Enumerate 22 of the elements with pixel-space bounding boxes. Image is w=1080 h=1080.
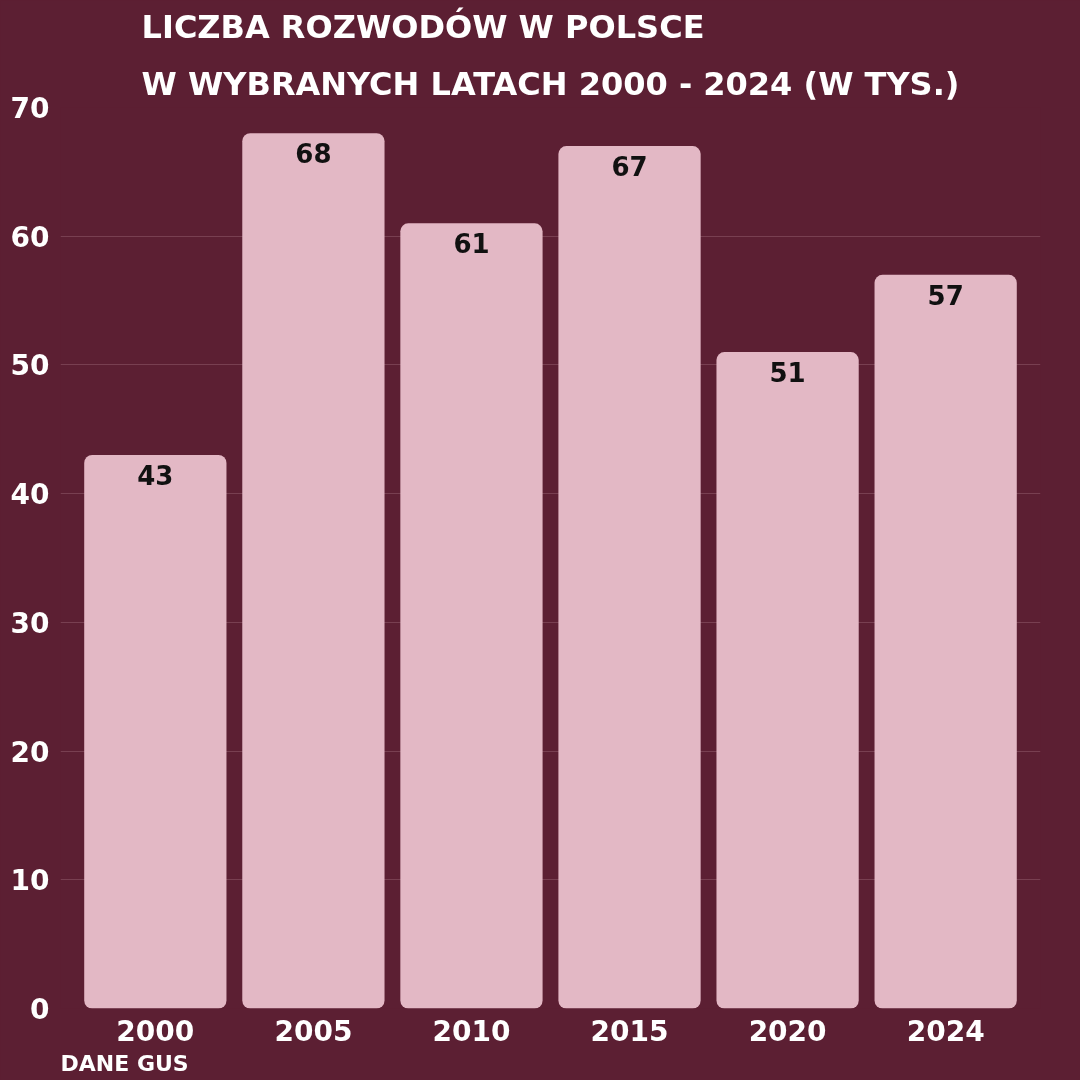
y-tick-label: 60 — [10, 220, 50, 254]
y-tick-label: 20 — [10, 735, 50, 769]
y-tick-label: 70 — [10, 92, 50, 125]
chart-title: LICZBA ROZWODÓW W POLSCE W WYBRANYCH LATACH 2000 - 2024 (W TYS.) — [141, 6, 960, 103]
x-tick-label: 2024 — [906, 1014, 985, 1048]
y-tick-label: 0 — [30, 993, 50, 1026]
y-tick-label: 10 — [10, 864, 50, 898]
x-tick-label: 2005 — [274, 1014, 353, 1048]
data-label: 57 — [927, 280, 964, 311]
data-label: 51 — [769, 358, 806, 389]
y-tick-label: 30 — [10, 606, 50, 640]
x-tick-label: 2015 — [590, 1014, 669, 1048]
data-label: 61 — [453, 229, 490, 260]
x-tick-label: 2020 — [748, 1014, 827, 1048]
y-tick-label: 50 — [10, 349, 50, 383]
data-label: 67 — [611, 152, 648, 183]
text: DANE GUS — [60, 1050, 189, 1076]
data-label: 43 — [137, 461, 174, 492]
x-tick-label: 2010 — [432, 1014, 511, 1048]
x-tick-label: 2000 — [116, 1014, 195, 1048]
data-label: 68 — [295, 139, 332, 170]
y-tick-label: 40 — [10, 478, 50, 512]
